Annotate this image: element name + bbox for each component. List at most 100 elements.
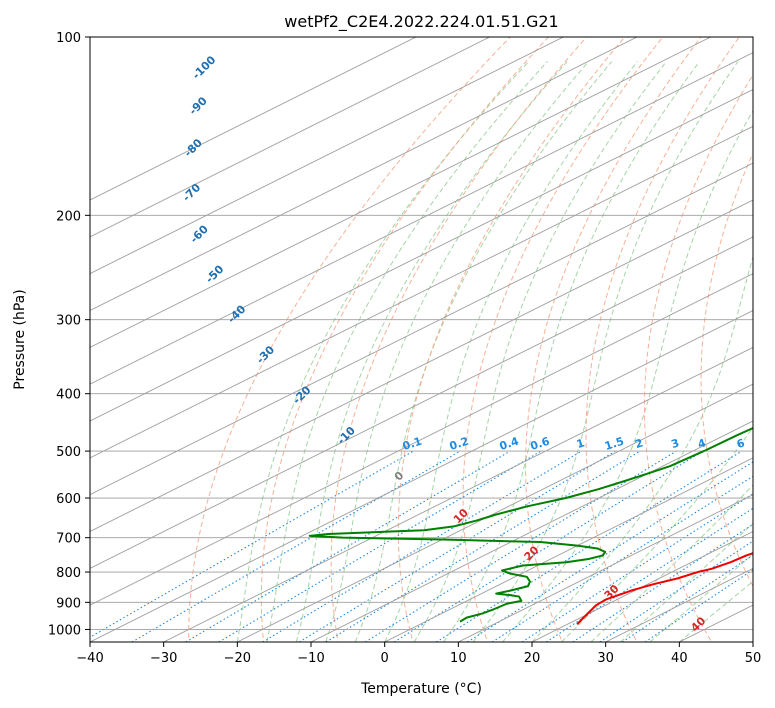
x-tick-label: 10 — [450, 651, 467, 666]
y-axis: 100 200 300 400 500 600 700 800 900 1000 — [48, 31, 90, 638]
y-tick-label: 800 — [56, 566, 81, 581]
moist-adiabat-line — [354, 61, 613, 642]
mixing-ratio-label: 6 — [735, 436, 747, 451]
mixing-ratio-label: 0.4 — [498, 434, 521, 452]
y-axis-label: Pressure (hPa) — [12, 289, 28, 389]
isotherm-line — [90, 37, 490, 238]
dry-adiabat-label: -10 — [335, 424, 358, 447]
x-axis-label: Temperature (°C) — [360, 681, 482, 697]
isotherms — [90, 37, 753, 642]
temperature-profile-line — [576, 552, 753, 625]
dry-adiabat-label: -100 — [190, 53, 219, 82]
mixing-ratio-line — [185, 450, 511, 642]
moist-adiabat-line — [266, 61, 548, 642]
isotherm-line — [458, 494, 753, 642]
moist-adiabat-line — [384, 61, 638, 642]
y-tick-label: 700 — [56, 532, 81, 547]
dry-adiabat-label: -20 — [290, 383, 313, 406]
dry-adiabat-line — [756, 24, 775, 654]
x-tick-label: 40 — [671, 651, 688, 666]
chart-title: wetPf2_C2E4.2022.224.01.51.G21 — [284, 12, 558, 32]
mixing-ratio-line — [325, 450, 641, 642]
y-tick-label: 200 — [56, 209, 81, 224]
dry-adiabat-label: -80 — [182, 136, 205, 159]
y-tick-label: 500 — [56, 445, 81, 460]
isotherm-line — [90, 199, 753, 533]
isotherm-line — [90, 125, 753, 459]
dry-adiabats — [188, 24, 775, 654]
dry-adiabat-label: -40 — [225, 302, 248, 325]
mixing-ratio-line — [393, 450, 704, 642]
isotherm-line — [90, 37, 417, 201]
dry-adiabat-line — [525, 37, 702, 642]
moist-adiabat-line — [236, 61, 529, 642]
y-tick-label: 300 — [56, 314, 81, 329]
mixing-ratio-label: 2 — [633, 436, 644, 451]
isotherm-line — [90, 162, 753, 496]
mixing-ratio-line — [436, 450, 743, 642]
isotherm-line — [90, 309, 753, 642]
y-tick-label: 600 — [56, 492, 81, 507]
moist-adiabat-line — [620, 522, 753, 642]
y-tick-label: 1000 — [48, 623, 81, 638]
isotherm-line — [163, 346, 753, 642]
mixing-ratio-line — [131, 450, 461, 642]
x-tick-label: −10 — [297, 651, 324, 666]
dry-adiabat-label: -50 — [203, 262, 226, 285]
moist-adiabat-line — [325, 61, 589, 642]
mixing-ratio-label: 1.5 — [603, 435, 626, 453]
isotherm-line — [90, 273, 753, 606]
plot-area: 0.10.20.40.611.52346810131620253036-100-… — [90, 24, 775, 654]
moist-adiabat-line — [472, 61, 739, 642]
isotherm-line — [384, 457, 753, 642]
mixing-ratio-label: 3 — [670, 436, 681, 451]
moist-adiabat-line — [649, 553, 753, 642]
mixing-ratio-label: 8 — [764, 436, 775, 451]
moist-adiabat-line — [295, 61, 568, 642]
isotherm-line — [90, 37, 638, 312]
dry-adiabat-label: 20 — [522, 543, 542, 563]
mixing-ratio-line — [467, 461, 753, 642]
mixing-ratio-line — [90, 450, 414, 638]
dry-adiabat-line — [462, 37, 664, 642]
dry-adiabat-label: -70 — [180, 181, 203, 204]
mixing-ratio-label: 0.2 — [448, 435, 471, 453]
dry-adiabat-line — [188, 37, 511, 642]
dry-adiabat-label: -90 — [187, 94, 210, 117]
isotherm-line — [531, 530, 753, 642]
moist-adiabat-line — [679, 580, 753, 642]
mixing-ratio-line — [218, 450, 542, 642]
mixing-ratio-line — [622, 554, 753, 642]
x-tick-label: 20 — [524, 651, 541, 666]
mixing-ratio-line — [521, 493, 753, 642]
dry-adiabat-line — [700, 151, 753, 588]
x-tick-label: −40 — [76, 651, 103, 666]
mixing-ratio-label: 0.1 — [401, 435, 424, 453]
x-axis: −40 −30 −20 −10 0 10 20 30 40 50 — [76, 642, 761, 666]
mixing-ratio-label: 0.6 — [529, 434, 552, 452]
dry-adiabat-line — [397, 37, 626, 642]
moist-adiabat-line — [590, 484, 753, 642]
isotherm-line — [90, 37, 564, 275]
isotherm-line — [90, 88, 753, 422]
dry-adiabat-line — [643, 73, 753, 642]
dry-adiabat-label: 0 — [392, 469, 407, 484]
isotherm-line — [752, 641, 753, 642]
isobars — [90, 37, 753, 630]
dry-adiabat-line — [260, 37, 550, 642]
y-tick-label: 900 — [56, 596, 81, 611]
dewpoint-profile-line — [308, 426, 753, 623]
moist-adiabats — [236, 61, 753, 642]
isotherm-line — [90, 37, 711, 348]
isotherm-line — [90, 236, 753, 569]
moist-adiabat-line — [413, 61, 667, 642]
isotherm-line — [679, 604, 753, 642]
profile-series — [308, 426, 753, 625]
moist-adiabat-line — [443, 61, 700, 642]
dry-adiabat-line — [330, 37, 588, 642]
x-tick-label: 30 — [597, 651, 614, 666]
dry-adiabat-label: -60 — [188, 222, 211, 245]
moist-adiabat-line — [502, 109, 753, 642]
moist-adiabat-line — [531, 255, 753, 642]
x-tick-label: −20 — [224, 651, 251, 666]
